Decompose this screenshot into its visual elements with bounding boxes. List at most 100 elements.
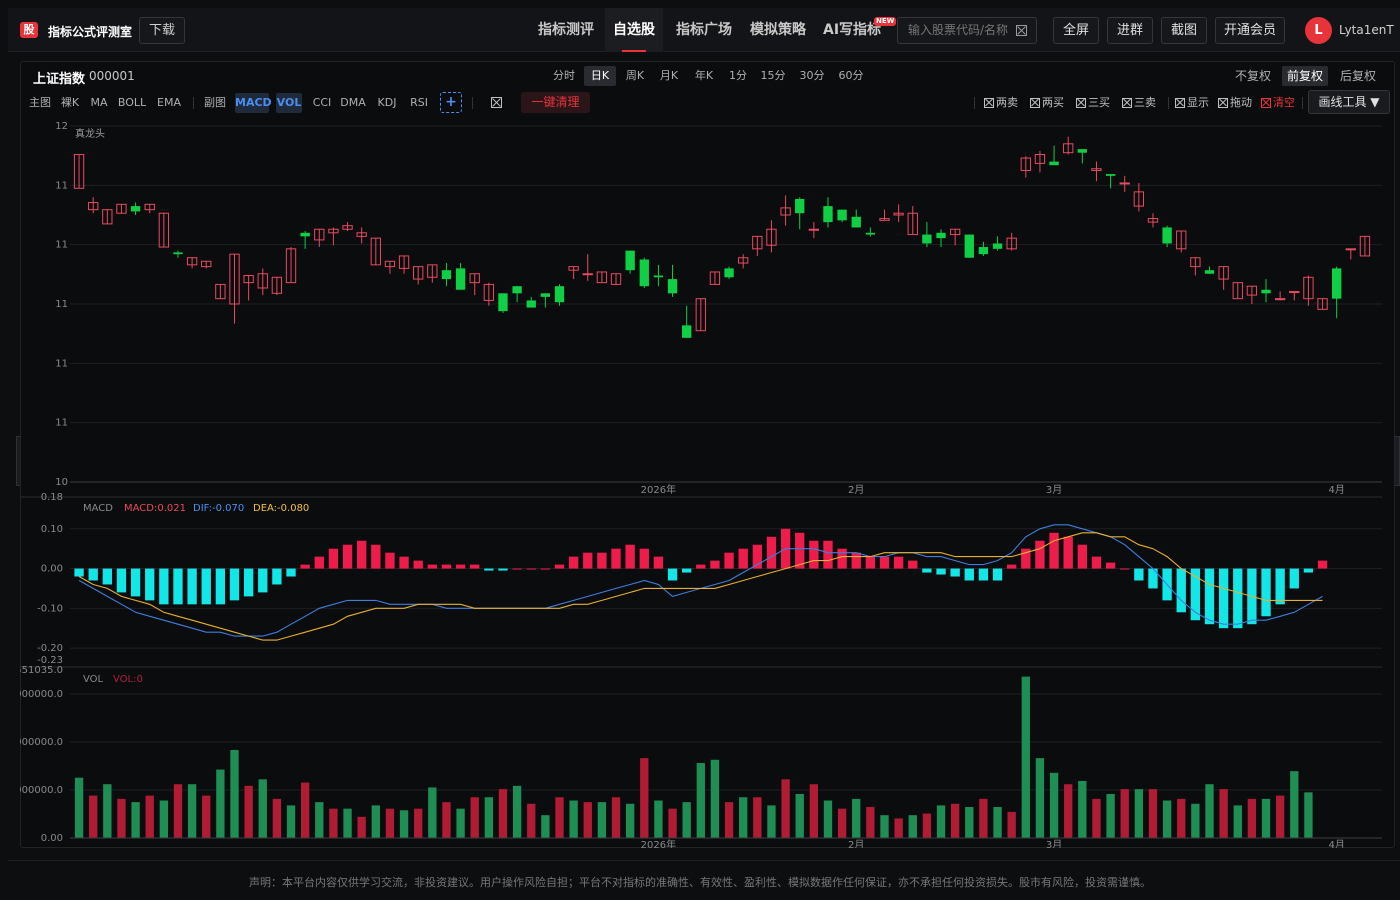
avatar[interactable]: L xyxy=(1305,17,1332,44)
tool-two-sell[interactable]: 两卖 xyxy=(984,93,1018,113)
x-tick-label: 2026年 xyxy=(641,483,676,496)
volume-bar xyxy=(1261,798,1271,838)
checkbox-icon xyxy=(1030,98,1040,108)
download-button[interactable]: 下载 xyxy=(139,17,185,44)
volume-bar xyxy=(668,808,677,838)
draw-tools-dropdown[interactable]: 画线工具 ▼ xyxy=(1308,90,1390,114)
macd-bar xyxy=(1204,568,1215,625)
volume-bar xyxy=(258,779,267,838)
macd-bar xyxy=(1261,568,1271,617)
macd-bar xyxy=(498,568,508,571)
macd-bar xyxy=(908,560,918,569)
vip-button[interactable]: 开通会员 xyxy=(1215,17,1285,44)
tool-drag[interactable]: 拖动 xyxy=(1218,93,1252,113)
ind-kdj[interactable]: KDJ xyxy=(377,96,397,109)
period-yearly[interactable]: 年K xyxy=(694,69,714,82)
volume-bar xyxy=(823,800,833,838)
adjust-none[interactable]: 不复权 xyxy=(1234,69,1271,83)
macd-bar xyxy=(1049,532,1059,569)
fullscreen-button[interactable]: 全屏 xyxy=(1053,17,1099,44)
macd-bar xyxy=(1148,568,1158,589)
macd-bar xyxy=(922,568,932,573)
candle-body xyxy=(709,271,721,285)
candle-body xyxy=(370,237,381,266)
period-30min[interactable]: 30分 xyxy=(799,69,825,82)
candle-body xyxy=(285,248,297,284)
adjust-backward[interactable]: 后复权 xyxy=(1339,69,1376,83)
period-daily[interactable]: 日K xyxy=(584,66,616,86)
candle-body xyxy=(780,207,791,216)
checkbox-icon xyxy=(1218,98,1228,108)
join-group-button[interactable]: 进群 xyxy=(1107,17,1153,44)
y-tick-label: 000000.0 xyxy=(20,737,63,748)
volume-bar xyxy=(781,779,790,838)
candle-body xyxy=(808,228,820,231)
candle-body xyxy=(215,283,226,300)
stock-search-input[interactable]: 输入股票代码/名称 xyxy=(897,17,1037,44)
ind-rsi[interactable]: RSI xyxy=(410,96,428,109)
tool-three-sell[interactable]: 三卖 xyxy=(1122,93,1156,113)
candle-body xyxy=(738,257,749,264)
dea-value: DEA:-0.080 xyxy=(253,503,309,514)
macd-bar xyxy=(357,540,367,569)
tool-three-buy[interactable]: 三买 xyxy=(1076,93,1110,113)
nav-sim-strategy[interactable]: 模拟策略 xyxy=(750,22,806,38)
screenshot-button[interactable]: 截图 xyxy=(1161,17,1207,44)
ind-cci[interactable]: CCI xyxy=(312,96,332,109)
period-15min[interactable]: 15分 xyxy=(760,69,786,82)
nav-watchlist[interactable]: 自选股 xyxy=(605,8,663,52)
search-clear-icon[interactable] xyxy=(1016,25,1027,36)
volume-bar xyxy=(442,802,451,838)
volume-bar xyxy=(965,807,974,838)
ind-vol[interactable]: VOL xyxy=(276,93,302,113)
y-tick-label: -0.10 xyxy=(37,603,63,614)
clear-all-button[interactable]: 一键清理 xyxy=(521,92,590,113)
tool-clear[interactable]: 清空 xyxy=(1261,93,1295,113)
candle-body xyxy=(1274,298,1286,301)
volume-bar xyxy=(145,795,154,838)
volume-bar xyxy=(1120,789,1129,838)
volume-bar xyxy=(640,758,649,838)
period-1min[interactable]: 1分 xyxy=(729,69,747,82)
nav-indicator-review[interactable]: 指标测评 xyxy=(538,22,594,38)
volume-bar xyxy=(611,797,621,838)
ind-macd[interactable]: MACD xyxy=(235,93,272,113)
ind-raw-k[interactable]: 裸K xyxy=(60,96,80,109)
candle-body xyxy=(851,216,861,228)
add-indicator-icon[interactable]: + xyxy=(440,92,462,113)
tool-show[interactable]: 显示 xyxy=(1175,93,1209,113)
candle-body xyxy=(498,293,508,312)
volume-bar xyxy=(583,802,592,838)
close-indicator-icon[interactable] xyxy=(491,97,502,108)
y-tick-label: 11 xyxy=(55,299,68,310)
volume-bar xyxy=(159,800,169,838)
macd-bar xyxy=(667,568,678,581)
ind-ma[interactable]: MA xyxy=(90,96,108,109)
macd-bar xyxy=(597,552,607,569)
period-timeshare[interactable]: 分时 xyxy=(553,69,575,82)
candle-body xyxy=(158,212,170,248)
period-60min[interactable]: 60分 xyxy=(838,69,864,82)
volume-bar xyxy=(569,800,578,838)
period-weekly[interactable]: 周K xyxy=(625,69,645,82)
y-tick-label: 12 xyxy=(55,121,68,132)
candle-body xyxy=(922,234,932,244)
ind-dma[interactable]: DMA xyxy=(340,96,366,109)
stock-chart[interactable]: 12 11 11 11 11 11 10 真龙头 2026年 2月 3月 4月 0.18 0.10 0.00… xyxy=(20,118,1382,848)
macd-bar xyxy=(470,564,480,569)
volume-bar xyxy=(300,782,310,838)
tool-two-buy[interactable]: 两买 xyxy=(1030,93,1064,113)
chart-panel: 上证指数 000001 分时 日K 周K 月K 年K 1分 15分 30分 60… xyxy=(20,61,1395,848)
volume-bar xyxy=(1177,798,1186,838)
volume-bar xyxy=(357,816,366,838)
ind-ema[interactable]: EMA xyxy=(157,96,181,109)
nav-ai-write-indicator[interactable]: AI写指标 xyxy=(823,22,882,38)
macd-bar xyxy=(879,556,890,569)
username[interactable]: Lyta1enT xyxy=(1339,23,1394,37)
candle-body xyxy=(1006,237,1017,250)
period-monthly[interactable]: 月K xyxy=(659,69,679,82)
macd-bar xyxy=(950,568,960,577)
ind-boll[interactable]: BOLL xyxy=(117,96,147,109)
nav-indicator-plaza[interactable]: 指标广场 xyxy=(676,22,732,38)
adjust-forward[interactable]: 前复权 xyxy=(1282,66,1328,86)
